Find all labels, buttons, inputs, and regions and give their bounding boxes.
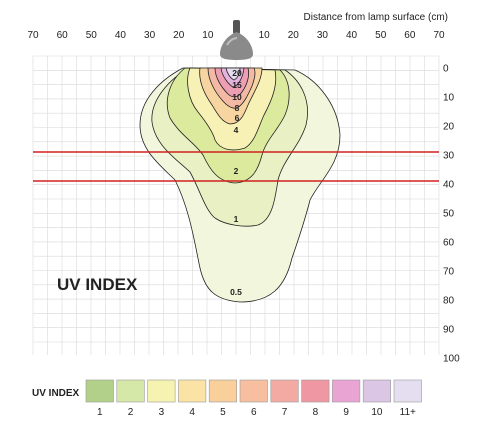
- x-tick-label: 60: [57, 30, 69, 41]
- x-tick-label: 30: [317, 30, 329, 41]
- legend-swatch: [332, 379, 361, 403]
- lamp-icon: [220, 20, 253, 60]
- axis-title: Distance from lamp surface (cm): [304, 12, 448, 23]
- legend-swatch: [270, 379, 299, 403]
- uv-index-title: UV INDEX: [57, 275, 138, 294]
- y-tick-label: 50: [443, 209, 455, 220]
- x-axis-labels: 70 60 50 40 30 20 10 10 20 30 40 50 60 70: [27, 30, 445, 41]
- x-tick-label: 50: [375, 30, 387, 41]
- y-axis-labels: 0 10 20 30 40 50 60 70 80 90 100: [443, 64, 460, 365]
- legend-label: 7: [282, 407, 288, 418]
- y-tick-label: 0: [443, 64, 449, 75]
- legend-label: 5: [220, 407, 226, 418]
- x-tick-label: 40: [346, 30, 358, 41]
- x-tick-label: 10: [202, 30, 214, 41]
- y-tick-label: 90: [443, 325, 455, 336]
- legend-title: UV INDEX: [32, 388, 80, 399]
- contour-label-8: 8: [235, 103, 240, 113]
- legend-swatch: [85, 379, 114, 403]
- x-tick-label: 20: [173, 30, 185, 41]
- legend-label: 2: [128, 407, 134, 418]
- legend: 1 2 3 4 5 6 7 8 9 10 11+: [85, 379, 422, 418]
- contour-label-10: 10: [232, 92, 242, 102]
- y-tick-label: 40: [443, 180, 455, 191]
- contour-label-15: 15: [232, 80, 242, 90]
- x-tick-label: 40: [115, 30, 127, 41]
- zone-20: [225, 67, 241, 81]
- y-tick-label: 70: [443, 267, 455, 278]
- x-tick-label: 10: [259, 30, 271, 41]
- legend-swatch: [393, 379, 422, 403]
- x-tick-label: 20: [288, 30, 300, 41]
- legend-label: 8: [313, 407, 319, 418]
- legend-label: 1: [97, 407, 103, 418]
- legend-swatch: [239, 379, 268, 403]
- y-tick-label: 20: [443, 122, 455, 133]
- legend-swatch: [208, 379, 237, 403]
- y-tick-label: 10: [443, 93, 455, 104]
- y-tick-label: 80: [443, 296, 455, 307]
- legend-label: 6: [251, 407, 257, 418]
- x-tick-label: 70: [433, 30, 445, 41]
- legend-swatch: [301, 379, 330, 403]
- contour-label-20: 20: [232, 68, 242, 78]
- legend-swatch: [362, 379, 392, 403]
- y-tick-label: 30: [443, 151, 455, 162]
- legend-label: 3: [159, 407, 165, 418]
- x-tick-label: 30: [144, 30, 156, 41]
- reference-lines: [33, 151, 439, 182]
- contour-label-2: 2: [234, 166, 239, 176]
- legend-swatch: [178, 379, 207, 403]
- y-tick-label: 100: [443, 354, 460, 365]
- contour-label-6: 6: [235, 113, 240, 123]
- x-tick-label: 70: [27, 30, 39, 41]
- contour-label-4: 4: [234, 125, 239, 135]
- y-tick-label: 60: [443, 238, 455, 249]
- x-tick-label: 60: [404, 30, 416, 41]
- contour-label-0-5: 0.5: [230, 287, 242, 297]
- legend-swatch: [116, 379, 145, 403]
- legend-label: 4: [189, 407, 195, 418]
- legend-label: 9: [343, 407, 349, 418]
- legend-swatch: [147, 379, 176, 403]
- legend-label: 10: [371, 407, 383, 418]
- x-tick-label: 50: [86, 30, 98, 41]
- contour-label-1: 1: [234, 214, 239, 224]
- legend-label: 11+: [400, 407, 416, 418]
